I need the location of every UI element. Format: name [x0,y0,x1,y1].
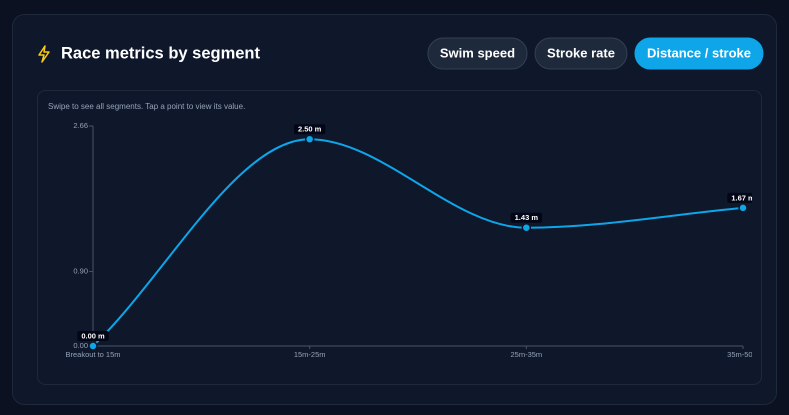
point[interactable] [521,222,532,233]
metric-toggle: Swim speed Stroke rate Distance / stroke [427,37,764,70]
x-tick-label: 35m-50m [727,350,759,359]
value-label-text: 1.67 m [731,193,755,202]
x-tick-label: 15m-25m [294,350,326,359]
value-label-text: 0.00 m [81,331,105,340]
card-title: Race metrics by segment [61,44,261,62]
value-label-bg [77,331,109,341]
value-label-bg [510,212,543,223]
x-tick-label: Breakout to 15m [65,350,120,359]
value-label-text: 1.43 m [515,213,539,222]
point[interactable] [304,134,315,144]
toggle-button[interactable]: Swim speed [427,37,528,70]
value-label: 0.00 m [77,331,109,341]
button-label: Stroke rate [547,45,615,60]
point[interactable] [738,203,748,213]
value-label-text: 2.50 m [298,125,322,134]
value-label: 1.67 m [727,192,755,203]
point[interactable] [88,341,98,351]
plot: 0.00 0.90 2.66 Breakout to 15m 15m-25m 25m-35… [65,121,759,359]
line [92,138,744,347]
button-bg [634,37,764,70]
y-tick-label: 0.00 [73,341,88,350]
chart-panel [37,90,762,385]
y-tick-label: 0.90 [73,267,88,276]
y-tick-label: 2.66 [73,121,88,130]
button-bg [534,37,628,70]
lightning-icon [38,45,50,63]
x-tick-label: 25m-35m [510,350,542,359]
value-label: 2.50 m [293,124,326,135]
toggle-button[interactable]: Stroke rate [534,37,628,70]
button-bg [427,37,528,70]
value-label-bg [727,192,752,203]
value-label: 1.43 m [510,212,543,223]
button-label: Swim speed [440,45,515,60]
toggle-button[interactable]: Distance / stroke [634,37,764,70]
value-label-bg [293,124,326,135]
hint: Swipe to see all segments. Tap a point t… [48,102,245,111]
button-label: Distance / stroke [647,45,751,60]
